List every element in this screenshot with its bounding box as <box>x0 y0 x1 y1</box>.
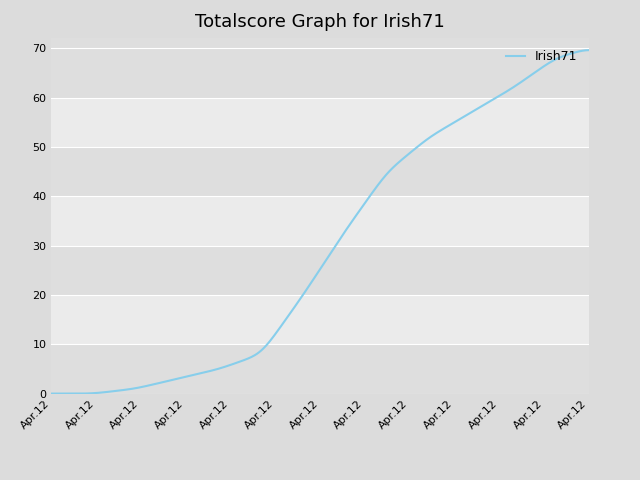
Bar <box>51 38 589 48</box>
Bar <box>51 246 589 295</box>
Bar <box>51 196 589 246</box>
Irish71 <box>303 287 310 292</box>
Legend: Irish71: Irish71 <box>501 45 582 68</box>
Bar <box>51 295 589 344</box>
Irish71 <box>488 97 495 103</box>
Irish71 <box>306 282 314 288</box>
Irish71 <box>367 192 375 197</box>
Irish71 <box>47 391 55 396</box>
Bar <box>51 38 589 48</box>
Irish71 <box>339 233 346 239</box>
Irish71 <box>585 47 593 53</box>
Bar <box>51 344 589 394</box>
Title: Totalscore Graph for Irish71: Totalscore Graph for Irish71 <box>195 13 445 31</box>
Bar <box>51 147 589 196</box>
Line: Irish71: Irish71 <box>51 50 589 394</box>
Bar <box>51 48 589 97</box>
Irish71 <box>572 49 580 55</box>
Bar <box>51 97 589 147</box>
